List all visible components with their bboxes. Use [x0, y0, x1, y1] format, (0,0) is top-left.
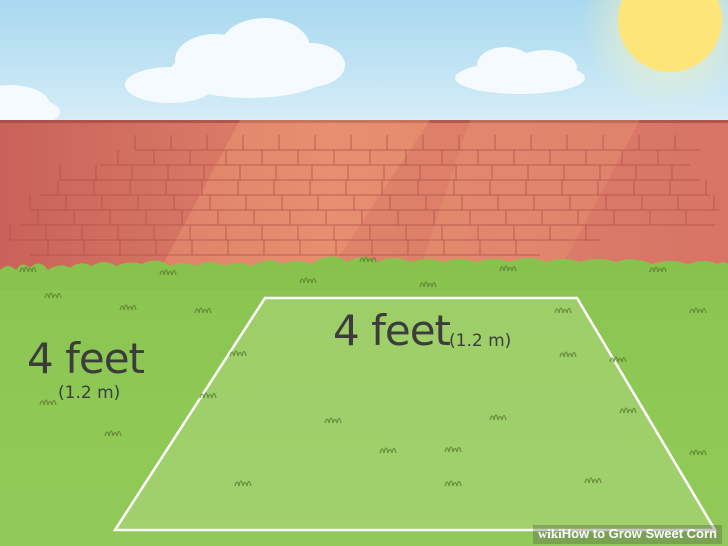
grass-tuft-icon	[19, 266, 37, 273]
watermark-title: to Grow Sweet Corn	[589, 526, 717, 541]
cloud-icon	[125, 18, 345, 103]
grass-tuft-icon	[299, 277, 317, 284]
watermark-brand: wiki	[537, 526, 562, 541]
grass-tuft-icon	[419, 281, 437, 288]
grass-tuft-icon	[689, 449, 707, 456]
grass-tuft-icon	[39, 399, 57, 406]
cloud-icon	[455, 47, 585, 94]
grass-tuft-icon	[229, 350, 247, 357]
grass-tuft-icon	[159, 269, 177, 276]
grass-tuft-icon	[194, 307, 212, 314]
garden-plot-outline	[112, 296, 718, 532]
grass-tuft-icon	[359, 256, 377, 263]
grass-tuft-icon	[104, 430, 122, 437]
watermark-how: How	[561, 526, 590, 541]
cloud-icon	[0, 85, 60, 125]
grass-tuft-icon	[649, 266, 667, 273]
grass-tuft-icon	[584, 477, 602, 484]
grass-tuft-icon	[609, 356, 627, 363]
grass-tuft-icon	[324, 417, 342, 424]
grass-tuft-icon	[444, 480, 462, 487]
sun-icon	[580, 0, 728, 110]
grass-tuft-icon	[444, 446, 462, 453]
grass-tuft-icon	[234, 480, 252, 487]
grass-tuft-icon	[499, 265, 517, 272]
side-length-label: 4 feet	[27, 334, 145, 383]
grass-tuft-icon	[19, 256, 707, 487]
grass-tuft-icon	[689, 307, 707, 314]
grass-tuft-icon	[119, 304, 137, 311]
grass-tuft-icon	[559, 351, 577, 358]
grass-tuft-icon	[619, 407, 637, 414]
front-length-metric: (1.2 m)	[449, 331, 512, 351]
grass-tuft-icon	[554, 307, 572, 314]
brick-wall	[0, 120, 728, 270]
watermark: wikiHow to Grow Sweet Corn	[532, 525, 722, 544]
grass-tuft-icon	[199, 392, 217, 399]
side-length-metric: (1.2 m)	[58, 383, 121, 403]
grass-tuft-icon	[489, 414, 507, 421]
grass-tuft-icon	[379, 447, 397, 454]
front-length-label: 4 feet	[333, 306, 451, 355]
grass-tuft-icon	[44, 292, 62, 299]
